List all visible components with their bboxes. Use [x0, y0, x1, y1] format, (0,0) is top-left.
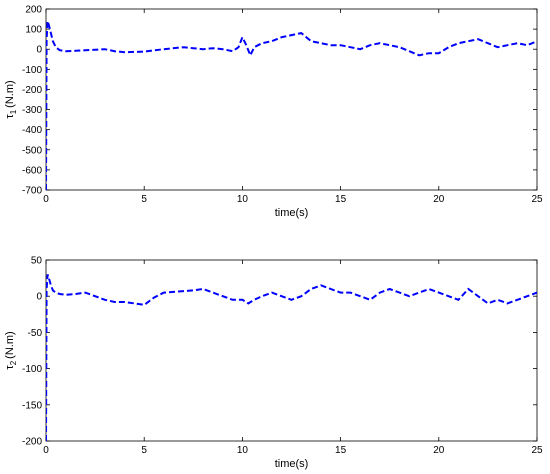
- x-tick-label: 20: [433, 445, 445, 456]
- y-tick-label: 0: [36, 45, 42, 56]
- x-tick-label: 10: [237, 445, 249, 456]
- x-axis-title: time(s): [275, 458, 309, 470]
- plot-area-frame: [45, 259, 538, 442]
- y-axis-title: τ1(N.m): [4, 80, 18, 118]
- x-tick-label: 25: [531, 445, 543, 456]
- series-line-1: [46, 274, 537, 441]
- y-tick-label: -500: [22, 145, 42, 156]
- y-tick-label: -400: [22, 125, 42, 136]
- y-tick-label: -300: [22, 105, 42, 116]
- y-tick-label: 100: [25, 25, 42, 36]
- y-tick-label: -150: [22, 400, 42, 411]
- x-tick-label: 20: [433, 194, 445, 205]
- x-tick-label: 0: [43, 445, 49, 456]
- chart-panel-2: 0 5 10 15 20 25 50 0 -50 -100 -150 -200 time(s) τ2(N.…: [4, 256, 543, 471]
- y-tick-label: -100: [22, 65, 42, 76]
- y-tick-label: -200: [22, 85, 42, 96]
- y-axis-title: τ2(N.m): [4, 331, 18, 369]
- x-tick-label: 5: [141, 445, 147, 456]
- plot-area-frame: [45, 8, 538, 191]
- y-tick-label: -50: [28, 328, 43, 339]
- chart-panel-1: 0 5 10 15 20 25 200 100 0 -100 -200 -300 -400 -500 -60…: [4, 5, 543, 220]
- x-axis-title: time(s): [275, 207, 309, 219]
- y-tick-label: 50: [31, 256, 43, 267]
- y-tick-label: -200: [22, 437, 42, 448]
- y-tick-label: 0: [36, 292, 42, 303]
- y-tick-label: -600: [22, 165, 42, 176]
- x-tick-label: 10: [237, 194, 249, 205]
- y-tick-label: -100: [22, 364, 42, 375]
- x-tick-label: 15: [335, 194, 347, 205]
- y-tick-label: -700: [22, 186, 42, 197]
- y-tick-label: 200: [25, 5, 42, 16]
- x-tick-label: 0: [43, 194, 49, 205]
- x-tick-label: 15: [335, 445, 347, 456]
- series-line-1: [46, 20, 537, 190]
- x-tick-label: 25: [531, 194, 543, 205]
- x-tick-label: 5: [141, 194, 147, 205]
